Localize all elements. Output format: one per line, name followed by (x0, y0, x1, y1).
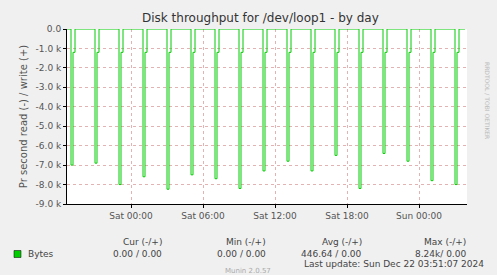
svg-text:-4.0 k: -4.0 k (36, 102, 62, 112)
svg-text:Last update: Sun Dec 22 03:51:: Last update: Sun Dec 22 03:51:07 2024 (304, 259, 484, 269)
svg-text:-7.0 k: -7.0 k (36, 160, 62, 170)
svg-text:-3.0 k: -3.0 k (36, 82, 62, 92)
svg-text:0.00 / 0.00: 0.00 / 0.00 (217, 249, 266, 259)
svg-text:-2.0 k: -2.0 k (36, 63, 62, 73)
svg-text:Sat 12:00: Sat 12:00 (253, 211, 297, 221)
svg-text:Pr second read (-) / write (+): Pr second read (-) / write (+) (18, 45, 29, 188)
svg-text:Max (-/+): Max (-/+) (424, 237, 466, 247)
svg-text:Cur (-/+): Cur (-/+) (123, 237, 162, 247)
svg-text:-6.0 k: -6.0 k (36, 141, 62, 151)
svg-text:Munin 2.0.57: Munin 2.0.57 (225, 267, 271, 275)
svg-text:Avg (-/+): Avg (-/+) (322, 237, 362, 247)
svg-text:446.64 / 0.00: 446.64 / 0.00 (301, 249, 362, 259)
svg-text:RRDTOOL / TOBI OETIKER: RRDTOOL / TOBI OETIKER (484, 62, 491, 139)
svg-text:-5.0 k: -5.0 k (36, 121, 62, 131)
svg-text:8.24k/ 0.00: 8.24k/ 0.00 (415, 249, 466, 259)
svg-text:Sat 18:00: Sat 18:00 (325, 211, 369, 221)
svg-text:-8.0 k: -8.0 k (36, 180, 62, 190)
svg-text:-9.0 k: -9.0 k (36, 199, 62, 209)
svg-text:Sat 00:00: Sat 00:00 (109, 211, 153, 221)
svg-text:0.00 / 0.00: 0.00 / 0.00 (113, 249, 162, 259)
svg-text:Disk throughput for /dev/loop1: Disk throughput for /dev/loop1 - by day (142, 11, 379, 25)
svg-text:Sat 06:00: Sat 06:00 (181, 211, 225, 221)
svg-text:Min (-/+): Min (-/+) (226, 237, 266, 247)
svg-text:Bytes: Bytes (28, 249, 54, 259)
svg-text:0.0: 0.0 (47, 24, 62, 34)
svg-text:-1.0 k: -1.0 k (36, 44, 62, 54)
svg-text:Sun 00:00: Sun 00:00 (396, 211, 442, 221)
